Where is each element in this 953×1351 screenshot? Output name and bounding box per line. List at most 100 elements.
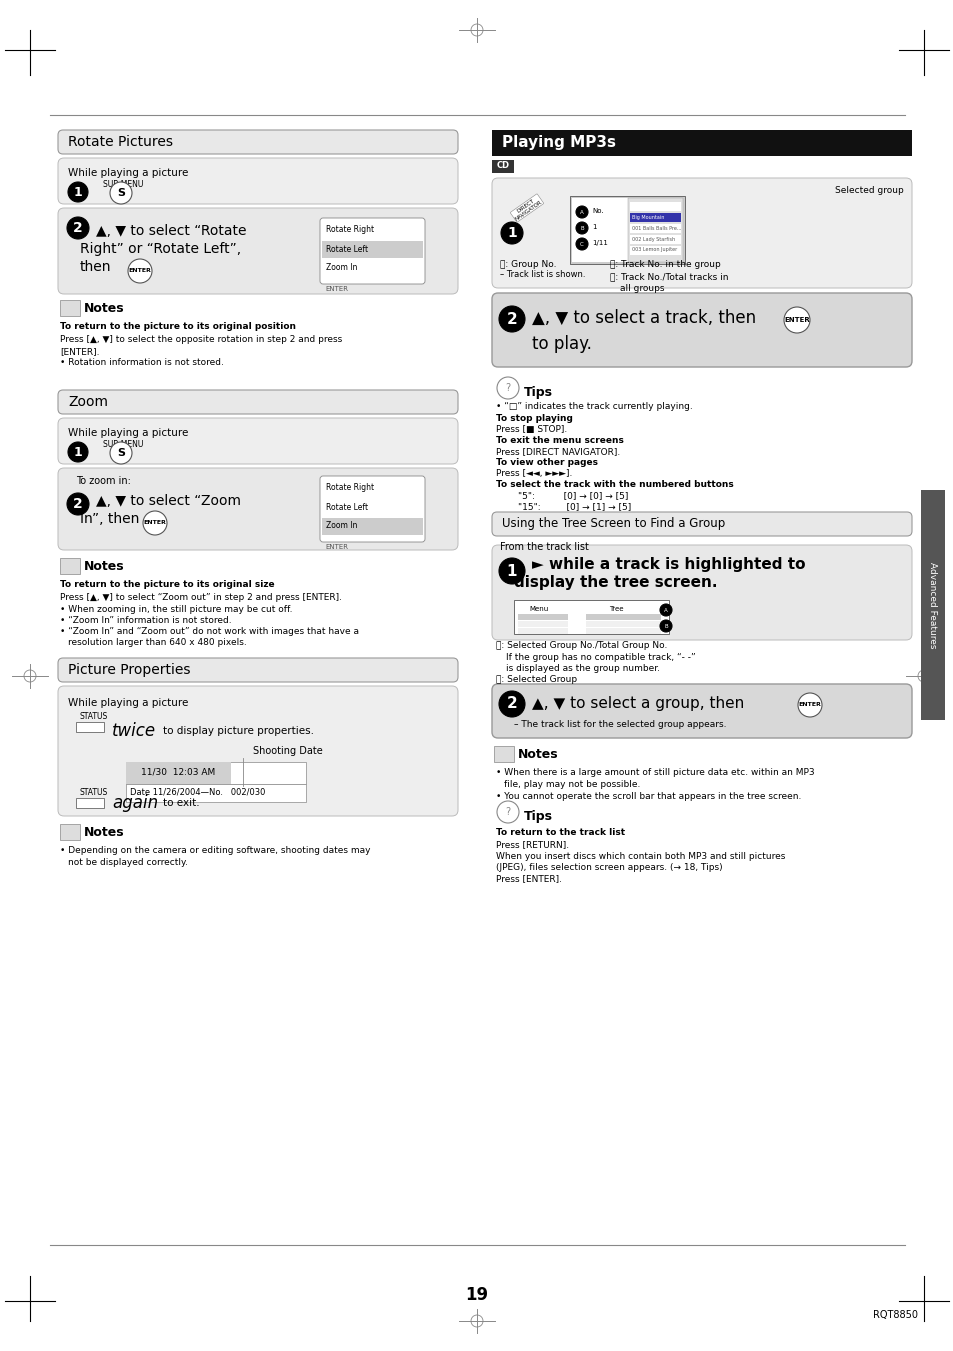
Text: Rotate Left: Rotate Left [326, 245, 368, 254]
Text: 1: 1 [73, 446, 82, 458]
Bar [585, 621, 660, 627]
Circle shape [67, 218, 89, 239]
FancyBboxPatch shape [58, 208, 457, 295]
Text: Zoom In: Zoom In [326, 521, 357, 531]
FancyBboxPatch shape [319, 218, 424, 284]
Text: all groups: all groups [619, 284, 664, 293]
Text: [ENTER].: [ENTER]. [60, 347, 99, 357]
Text: Picture Properties: Picture Properties [68, 663, 191, 677]
Circle shape [498, 690, 524, 717]
Text: 1/11: 1/11 [592, 240, 607, 246]
Text: 1: 1 [73, 185, 82, 199]
FancyBboxPatch shape [492, 684, 911, 738]
Text: Press [◄◄, ►►►].: Press [◄◄, ►►►]. [496, 469, 572, 478]
Text: Notes: Notes [84, 301, 125, 315]
Text: C: C [579, 242, 583, 246]
Text: Shooting Date: Shooting Date [253, 746, 322, 757]
Text: STATUS: STATUS [80, 712, 108, 721]
Text: 002 Lady Starfish: 002 Lady Starfish [631, 236, 675, 242]
Circle shape [659, 620, 671, 632]
Text: Tips: Tips [523, 386, 553, 399]
Text: B: B [579, 226, 583, 231]
Bar [627, 199, 682, 262]
Bar [514, 600, 668, 634]
Text: "15":         [0] → [1] → [5]: "15": [0] → [1] → [5] [517, 503, 631, 511]
Text: SUB MENU: SUB MENU [103, 180, 143, 189]
Text: Rotate Pictures: Rotate Pictures [68, 135, 172, 149]
FancyBboxPatch shape [58, 686, 457, 816]
Bar [629, 235, 680, 245]
Text: A: A [579, 209, 583, 215]
Bar [126, 784, 306, 802]
Bar [60, 300, 80, 316]
Circle shape [498, 305, 524, 332]
Text: Date 11/26/2004—No.   002/030: Date 11/26/2004—No. 002/030 [130, 788, 265, 797]
Text: to exit.: to exit. [163, 798, 199, 808]
Circle shape [797, 693, 821, 717]
Text: ENTER: ENTER [325, 286, 348, 292]
Bar [322, 222, 422, 239]
Text: (JPEG), files selection screen appears. (→ 18, Tips): (JPEG), files selection screen appears. … [496, 863, 721, 871]
Text: Rotate Left: Rotate Left [326, 503, 368, 512]
FancyBboxPatch shape [58, 467, 457, 550]
Bar [629, 224, 680, 232]
Bar [126, 762, 231, 784]
Text: Ⓑ: Track No. in the group: Ⓑ: Track No. in the group [609, 259, 720, 269]
Text: "5":          [0] → [0] → [5]: "5": [0] → [0] → [5] [517, 490, 628, 500]
Text: 2: 2 [73, 222, 83, 235]
Text: While playing a picture: While playing a picture [68, 698, 188, 708]
Text: ?: ? [505, 807, 510, 817]
Text: – The track list for the selected group appears.: – The track list for the selected group … [514, 720, 726, 730]
Bar [629, 246, 680, 255]
Text: Press [ENTER].: Press [ENTER]. [496, 874, 561, 884]
Text: • You cannot operate the scroll bar that appears in the tree screen.: • You cannot operate the scroll bar that… [496, 792, 801, 801]
Text: ENTER: ENTER [129, 269, 152, 273]
Text: 1: 1 [506, 563, 517, 578]
Text: ENTER: ENTER [783, 317, 809, 323]
Circle shape [659, 604, 671, 616]
Text: Press [RETURN].: Press [RETURN]. [496, 840, 569, 848]
FancyBboxPatch shape [492, 178, 911, 288]
Text: ?: ? [505, 382, 510, 393]
Text: SUB MENU: SUB MENU [103, 440, 143, 449]
Text: 001 Balls Balls Pre...: 001 Balls Balls Pre... [631, 226, 680, 231]
Text: 1: 1 [507, 226, 517, 240]
Text: Ⓑ: Selected Group: Ⓑ: Selected Group [496, 676, 577, 684]
Text: ► while a track is highlighted to: ► while a track is highlighted to [532, 557, 804, 571]
Text: again: again [112, 794, 158, 812]
Text: B: B [663, 624, 667, 628]
Circle shape [110, 442, 132, 463]
Text: Big Mountain: Big Mountain [631, 215, 663, 219]
Text: • When there is a large amount of still picture data etc. within an MP3: • When there is a large amount of still … [496, 767, 814, 777]
FancyBboxPatch shape [58, 417, 457, 463]
Bar [322, 499, 422, 516]
Text: file, play may not be possible.: file, play may not be possible. [503, 780, 639, 789]
Text: Ⓐ: Selected Group No./Total Group No.: Ⓐ: Selected Group No./Total Group No. [496, 640, 667, 650]
Text: To exit the menu screens: To exit the menu screens [496, 436, 623, 444]
Text: ENTER: ENTER [143, 520, 166, 526]
Text: Rotate Right: Rotate Right [326, 484, 374, 493]
Text: Tips: Tips [523, 811, 553, 823]
Bar [629, 213, 680, 222]
Text: RQT8850: RQT8850 [873, 1310, 918, 1320]
Circle shape [68, 182, 88, 203]
Circle shape [783, 307, 809, 332]
Text: S: S [117, 449, 125, 458]
Bar [517, 621, 567, 627]
Text: • “□” indicates the track currently playing.: • “□” indicates the track currently play… [496, 403, 692, 411]
Text: Press [▲, ▼] to select “Zoom out” in step 2 and press [ENTER].: Press [▲, ▼] to select “Zoom out” in ste… [60, 593, 341, 603]
Bar [126, 762, 306, 784]
Text: ▲, ▼ to select “Rotate: ▲, ▼ to select “Rotate [96, 224, 246, 238]
Text: 003 Lemon Jupiter: 003 Lemon Jupiter [631, 247, 677, 253]
Text: ENTER: ENTER [325, 544, 348, 550]
Text: • Depending on the camera or editing software, shooting dates may: • Depending on the camera or editing sof… [60, 846, 370, 855]
Circle shape [110, 182, 132, 204]
Text: No.: No. [592, 208, 603, 213]
Text: • “Zoom In” information is not stored.: • “Zoom In” information is not stored. [60, 616, 232, 626]
Text: CD: CD [496, 162, 509, 170]
Bar [629, 203, 680, 211]
FancyBboxPatch shape [492, 512, 911, 536]
Bar [585, 628, 660, 634]
Text: 11/30  12:03 AM: 11/30 12:03 AM [141, 767, 214, 777]
Circle shape [576, 222, 587, 234]
